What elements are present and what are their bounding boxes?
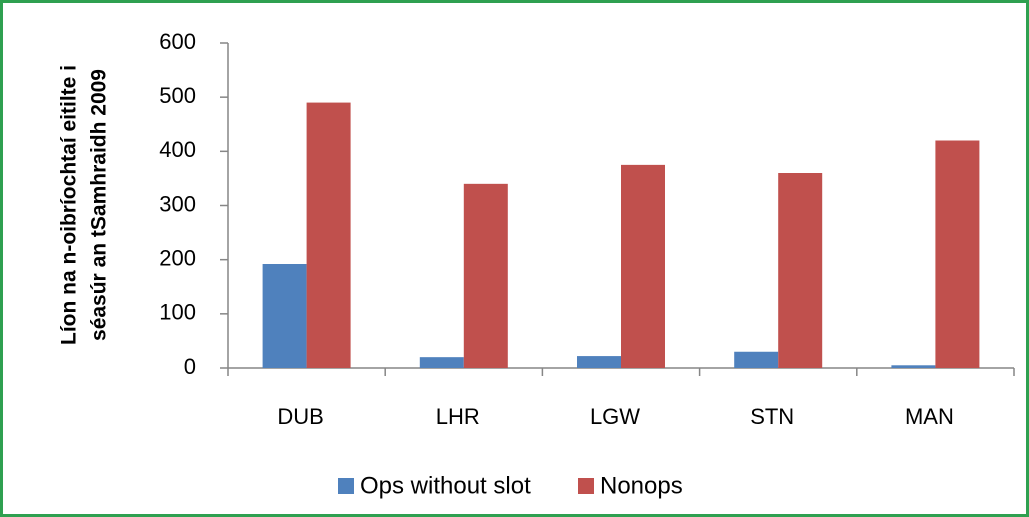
- x-tick-label: MAN: [905, 404, 954, 429]
- y-tick-label: 500: [159, 83, 196, 108]
- bar: [891, 365, 936, 368]
- x-tick-label: DUB: [277, 404, 323, 429]
- y-tick-label: 400: [159, 137, 196, 162]
- legend-label: Ops without slot: [360, 472, 531, 499]
- y-axis-title-line: Líon na n-oibríochtaí eitilte i: [58, 65, 81, 345]
- legend-swatch: [578, 478, 594, 494]
- bar: [935, 140, 980, 368]
- bar: [621, 164, 665, 368]
- y-tick-label: 100: [159, 300, 196, 325]
- bar: [463, 183, 508, 368]
- bar: [262, 264, 307, 368]
- y-tick-label: 300: [159, 191, 196, 216]
- legend-label: Nonops: [600, 472, 683, 499]
- bar: [577, 356, 621, 368]
- y-axis-title: Líon na n-oibríochtaí eitilte i séasúr a…: [58, 65, 111, 345]
- x-tick-label: STN: [750, 404, 794, 429]
- bar: [734, 351, 779, 368]
- bar: [778, 173, 823, 368]
- y-tick-label: 600: [159, 29, 196, 54]
- y-tick-label: 200: [159, 245, 196, 270]
- legend-swatch: [338, 478, 354, 494]
- bar: [419, 357, 464, 368]
- y-axis-title-line: séasúr an tSamhraidh 2009: [88, 69, 111, 341]
- bar: [306, 102, 351, 368]
- x-tick-label: LGW: [590, 404, 640, 429]
- y-tick-label: 0: [184, 354, 196, 379]
- x-tick-label: LHR: [436, 404, 480, 429]
